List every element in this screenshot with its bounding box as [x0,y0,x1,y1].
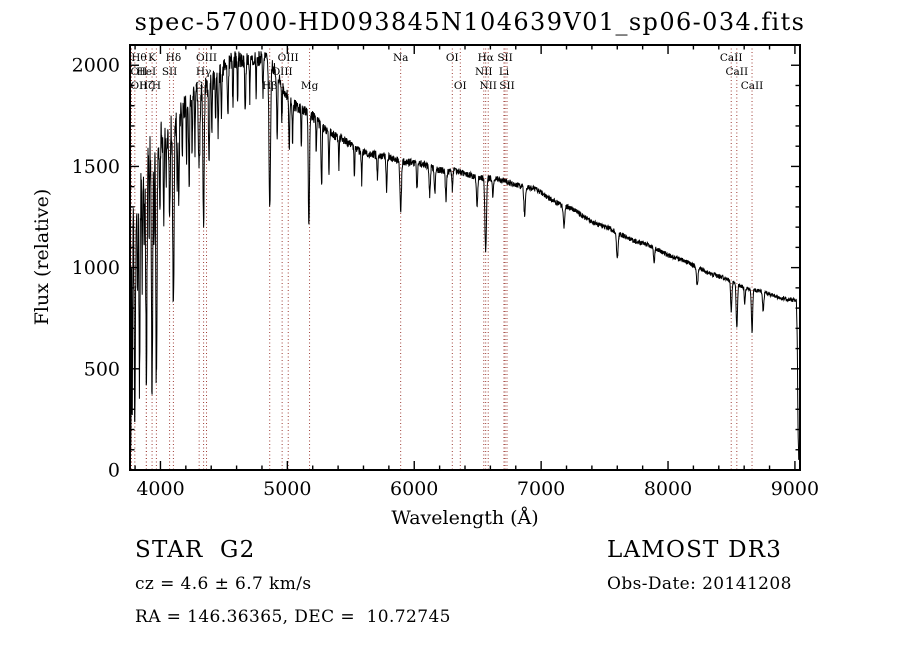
line-label-NII: NII [479,80,496,92]
plot-title: spec-57000-HD093845N104639V01_sp06-034.f… [135,8,806,36]
line-label-Na: Na [393,52,408,64]
x-axis-label: Wavelength (Å) [391,507,538,529]
line-label-OII: OII [131,80,148,92]
x-tick-label-9000: 9000 [771,478,819,500]
x-tick-label-5000: 5000 [263,478,311,500]
survey-label: LAMOST DR3 [607,537,782,563]
line-label-H: H [152,80,161,92]
y-tick-label-1500: 1500 [72,156,120,178]
x-tick-label-7000: 7000 [517,478,565,500]
object-class-label: STAR [135,537,204,563]
line-label-CaII: CaII [720,52,743,64]
x-tick-label-4000: 4000 [136,478,184,500]
line-label-CaII: CaII [741,80,764,92]
line-label-OIII: OIII [196,52,217,64]
axis-ticks [130,45,800,471]
line-label-Hδ: Hδ [166,52,181,64]
line-label-OI: OI [446,52,459,64]
line-label-SII: SII [162,66,178,78]
line-label-Hζ: Hζ [139,80,154,92]
flux-curve [129,51,800,460]
spectrum-curve [129,51,800,460]
y-tick-label-1000: 1000 [72,257,120,279]
obs-date: Obs-Date: 20141208 [607,574,792,594]
line-label-G: G [195,80,203,92]
line-label-Hα: Hα [478,52,494,64]
object-subclass-label: G2 [220,537,255,563]
line-label-OIII: OIII [278,52,299,64]
line-label-Hθ: Hθ [131,52,146,64]
axis-tick-labels: 4000 5000 6000 7000 8000 9000 0 500 1000 1500 2000 [72,55,819,500]
y-axis-label: Flux (relative) [31,189,53,326]
spectral-line-markers [131,45,753,470]
y-tick-label-500: 500 [84,358,120,380]
line-label-OI: OI [454,80,467,92]
line-label-Mg: Mg [301,80,319,92]
x-tick-label-6000: 6000 [390,478,438,500]
line-label-NII: NII [475,66,492,78]
line-label-OII: OII [131,66,148,78]
line-label-K: K [148,52,156,64]
x-tick-label-8000: 8000 [644,478,692,500]
cz-value: cz = 4.6 ± 6.7 km/s [135,574,312,594]
line-label-OIII: OIII [272,66,293,78]
line-label-Hβ: Hβ [262,80,277,92]
plot-frame [129,44,801,471]
line-label-SII: SII [497,52,513,64]
line-label-Li: Li [499,66,510,78]
y-tick-label-2000: 2000 [72,55,120,77]
coordinates: RA = 146.36365, DEC = 10.72745 [135,607,451,627]
line-label-HeI: HeI [137,66,157,78]
line-label-Hγ: Hγ [196,66,211,78]
y-tick-label-0: 0 [108,460,120,482]
line-label-SII: SII [499,80,515,92]
line-label-CaII: CaII [726,66,749,78]
